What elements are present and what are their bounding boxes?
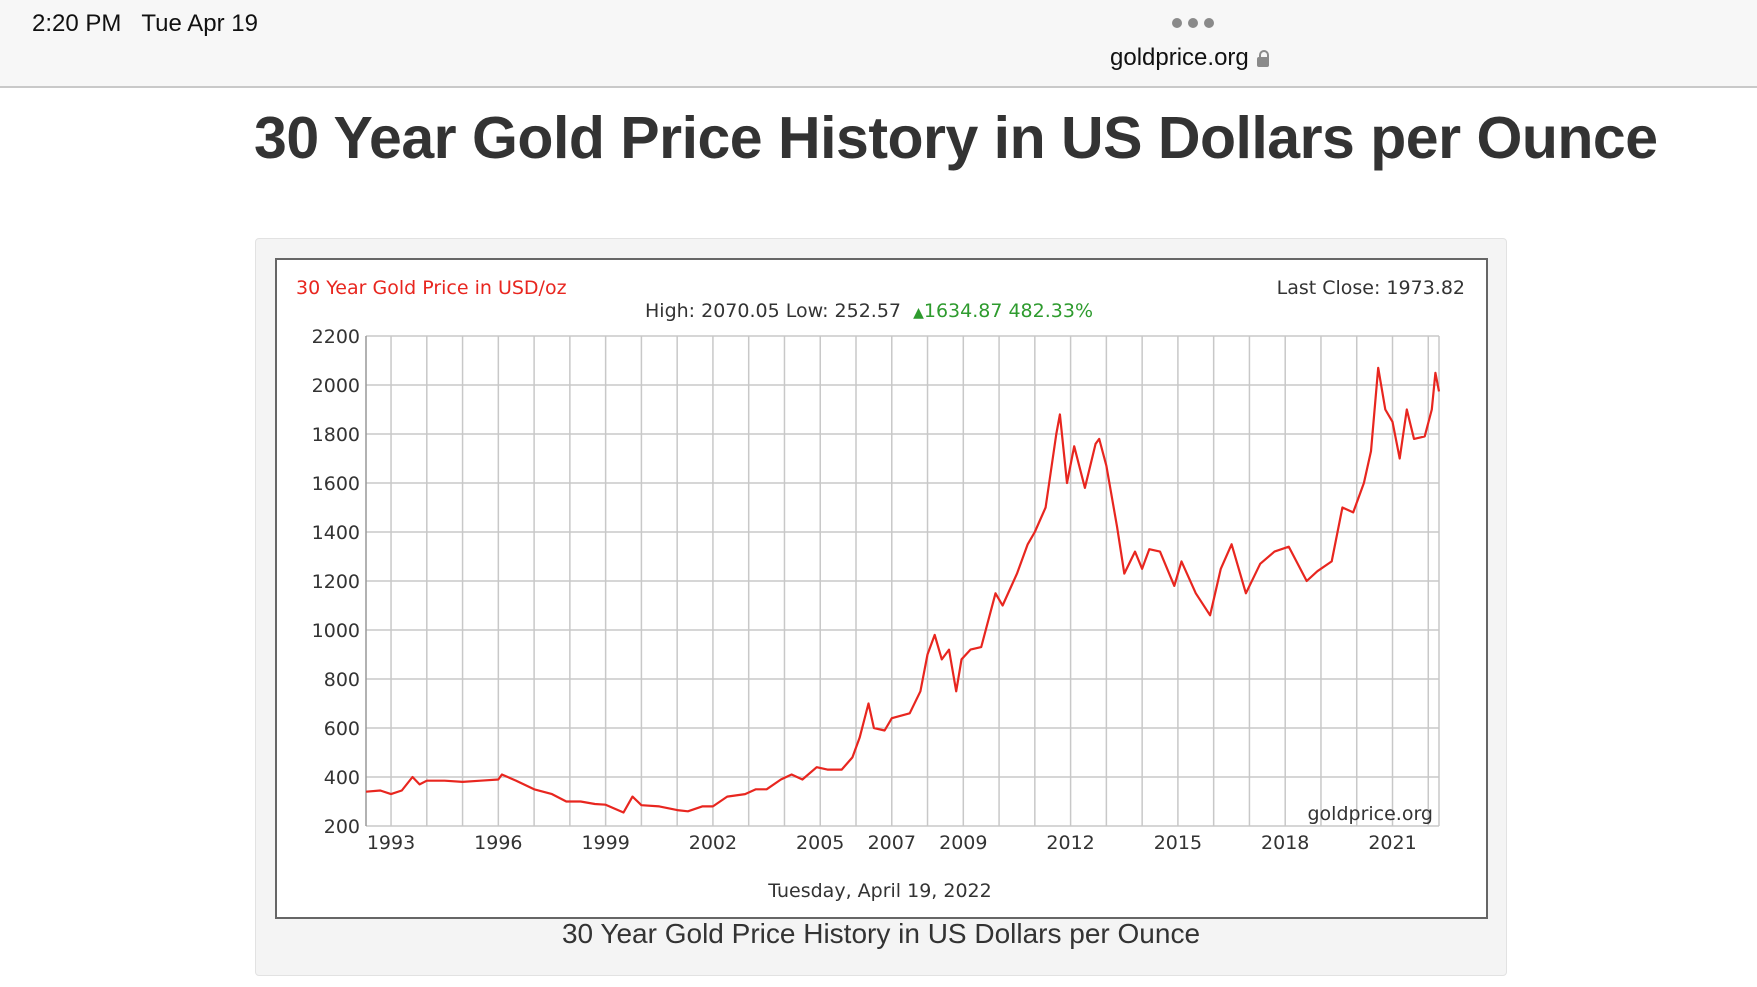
x-tick-label: 2015 — [1154, 832, 1202, 854]
high-low: High: 2070.05 Low: 252.57 — [645, 300, 901, 322]
x-tick-label: 1993 — [367, 832, 415, 854]
x-tick-label: 2005 — [796, 832, 844, 854]
more-dots-icon[interactable] — [1172, 18, 1214, 28]
x-tick-label: 2007 — [868, 832, 916, 854]
watermark: goldprice.org — [1307, 803, 1433, 825]
page-title: 30 Year Gold Price History in US Dollars… — [254, 105, 1658, 171]
y-tick-label: 2000 — [312, 375, 360, 397]
x-tick-label: 2012 — [1046, 832, 1094, 854]
y-tick-label: 400 — [324, 767, 360, 789]
status-time: 2:20 PM Tue Apr 19 — [32, 10, 258, 37]
x-tick-label: 2002 — [689, 832, 737, 854]
chart-title: 30 Year Gold Price in USD/oz — [296, 277, 567, 299]
url-text: goldprice.org — [1110, 44, 1249, 71]
price-line — [365, 366, 1441, 814]
y-tick-label: 800 — [324, 669, 360, 691]
x-axis-label: Tuesday, April 19, 2022 — [767, 880, 991, 902]
lock-icon — [1256, 50, 1269, 67]
y-tick-label: 1600 — [312, 473, 360, 495]
address-bar[interactable]: goldprice.org — [1110, 44, 1269, 72]
y-tick-label: 600 — [324, 718, 360, 740]
x-tick-label: 2009 — [939, 832, 987, 854]
status-date: Tue Apr 19 — [141, 10, 258, 37]
x-tick-label: 2021 — [1368, 832, 1416, 854]
y-tick-label: 1200 — [312, 571, 360, 593]
up-triangle-icon: ▲ — [913, 305, 924, 321]
y-tick-label: 1400 — [312, 522, 360, 544]
x-tick-label: 1996 — [474, 832, 522, 854]
x-tick-label: 2018 — [1261, 832, 1309, 854]
stats-line: High: 2070.05 Low: 252.57 ▲1634.87 482.3… — [645, 300, 1093, 322]
y-tick-label: 1000 — [312, 620, 360, 642]
y-tick-label: 1800 — [312, 424, 360, 446]
change-value: 1634.87 482.33% — [924, 300, 1093, 322]
y-tick-label: 2200 — [312, 326, 360, 348]
x-tick-label: 1999 — [581, 832, 629, 854]
last-close: Last Close: 1973.82 — [1277, 277, 1465, 299]
chart-caption: 30 Year Gold Price History in US Dollars… — [561, 918, 1201, 949]
status-bar: 2:20 PM Tue Apr 19 goldprice.org — [0, 0, 1757, 88]
y-tick-label: 200 — [324, 816, 360, 838]
